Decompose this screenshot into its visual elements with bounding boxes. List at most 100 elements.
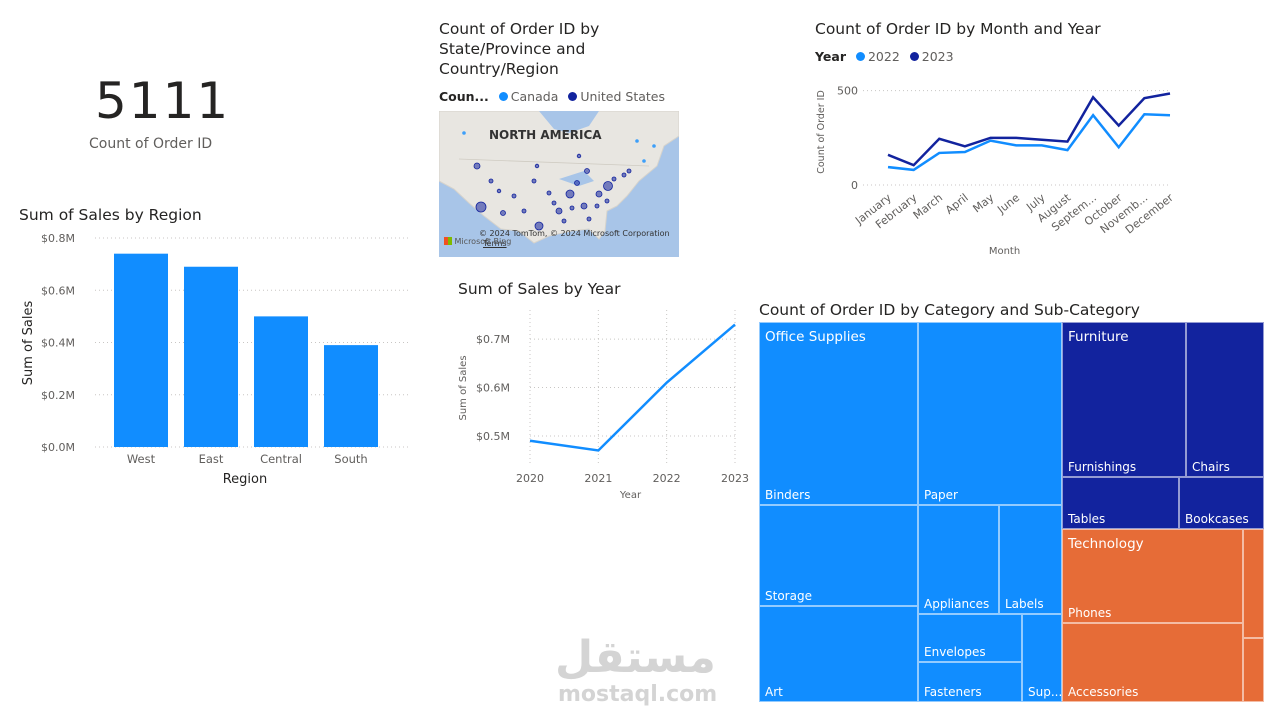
legend-item-united-states[interactable]: United States bbox=[580, 89, 666, 104]
map-bubble bbox=[603, 181, 613, 191]
region-bar-chart[interactable]: $0.0M $0.2M $0.4M $0.6M $0.8M West East Central… bbox=[15, 225, 415, 490]
year-xtick-label: 2020 bbox=[516, 472, 544, 485]
month-yaxis-title: Count of Order ID bbox=[816, 90, 827, 174]
map-canvas[interactable]: NORTH AMERICA © 2024 TomTom, © 2024 Micr… bbox=[439, 111, 679, 257]
tile-fasteners[interactable]: Fasteners bbox=[918, 662, 1022, 702]
region-ytick-label: $0.4M bbox=[41, 337, 75, 350]
tile-label-envelopes: Envelopes bbox=[924, 645, 986, 659]
region-xaxis-title: Region bbox=[223, 472, 268, 487]
month-legend-label: Year bbox=[815, 49, 846, 64]
treemap[interactable]: Office Supplies Binders Paper Storage Ar… bbox=[759, 322, 1264, 702]
tile-envelopes[interactable]: Envelopes bbox=[918, 614, 1022, 662]
tile-chairs[interactable]: Chairs bbox=[1186, 322, 1264, 477]
tile-label-chairs: Chairs bbox=[1192, 460, 1230, 474]
region-ytick-label: $0.6M bbox=[41, 284, 75, 297]
map-attribution-text: © 2024 TomTom, © 2024 Microsoft Corporat… bbox=[479, 229, 670, 238]
legend-item-2022[interactable]: 2022 bbox=[867, 49, 900, 64]
year-xtick-label: 2023 bbox=[721, 472, 749, 485]
tile-label-supplies: Sup... bbox=[1028, 685, 1063, 699]
map-title-line: Count of Order ID by bbox=[439, 20, 600, 38]
windows-logo-icon bbox=[444, 237, 452, 245]
map-bubble bbox=[580, 202, 588, 210]
month-ytick-label: 500 bbox=[837, 85, 858, 98]
map-title-line: State/Province and bbox=[439, 40, 586, 58]
year-chart-title: Sum of Sales by Year bbox=[458, 280, 621, 298]
tile-art[interactable]: Art bbox=[759, 606, 918, 702]
region-bar bbox=[184, 266, 238, 447]
region-bar bbox=[254, 316, 308, 447]
legend-item-2023[interactable]: 2023 bbox=[921, 49, 954, 64]
tile-label-phones: Phones bbox=[1068, 606, 1112, 620]
tile-paper[interactable]: Paper bbox=[918, 322, 1062, 505]
map-bubble bbox=[475, 201, 487, 213]
region-xtick-label: East bbox=[199, 452, 224, 466]
map-bing-logo: Microsoft Bing bbox=[444, 237, 511, 246]
region-chart-title: Sum of Sales by Region bbox=[19, 206, 202, 224]
tile-label-fasteners: Fasteners bbox=[924, 685, 982, 699]
border-line bbox=[458, 158, 650, 167]
map-bubble bbox=[594, 203, 600, 209]
tile-furnishings[interactable]: Furniture Furnishings bbox=[1062, 322, 1186, 477]
kpi-label: Count of Order ID bbox=[89, 136, 213, 152]
region-ytick-label: $0.8M bbox=[41, 232, 75, 245]
tile-label-furnishings: Furnishings bbox=[1068, 460, 1137, 474]
map-region-label: NORTH AMERICA bbox=[489, 128, 602, 142]
tile-labels[interactable]: Labels bbox=[999, 505, 1062, 614]
canada-bubbles bbox=[462, 131, 656, 163]
tile-tech-other-1[interactable] bbox=[1243, 529, 1264, 638]
year-xtick-label: 2022 bbox=[653, 472, 681, 485]
map-bubble bbox=[546, 190, 552, 196]
map-bubble bbox=[500, 210, 506, 216]
tile-accessories[interactable]: Accessories bbox=[1062, 623, 1243, 702]
map-bubble bbox=[551, 200, 557, 206]
region-yaxis-title: Sum of Sales bbox=[21, 301, 36, 386]
map-bubbles bbox=[473, 153, 632, 231]
legend-dot-united-states bbox=[568, 92, 578, 101]
tile-binders[interactable]: Office Supplies Binders bbox=[759, 322, 918, 505]
legend-item-canada[interactable]: Canada bbox=[510, 89, 559, 104]
map-legend-label: Coun... bbox=[439, 89, 489, 104]
map-bubble bbox=[496, 188, 502, 194]
map-bubble-canada bbox=[652, 144, 656, 148]
year-xtick-label: 2021 bbox=[584, 472, 612, 485]
legend-dot-2023 bbox=[909, 52, 919, 61]
map-bubble-canada bbox=[642, 159, 646, 163]
year-series-line bbox=[529, 323, 736, 452]
region-xtick-label: Central bbox=[260, 452, 302, 466]
year-ytick-label: $0.7M bbox=[476, 333, 510, 346]
tile-tables[interactable]: Tables bbox=[1062, 477, 1179, 529]
tile-storage[interactable]: Storage bbox=[759, 505, 918, 606]
map-bubble bbox=[531, 178, 537, 184]
map-title-line: Country/Region bbox=[439, 60, 559, 78]
tile-tech-other-2[interactable] bbox=[1243, 638, 1264, 702]
map-bubble bbox=[534, 221, 544, 231]
watermark-arabic: مستقل bbox=[555, 632, 716, 683]
group-label-office-supplies: Office Supplies bbox=[765, 329, 866, 345]
map-bubble bbox=[574, 180, 580, 186]
map-svg bbox=[439, 111, 679, 244]
map-bubble bbox=[584, 168, 590, 174]
month-xtick-label: March bbox=[911, 191, 945, 222]
month-xtick-label: April bbox=[943, 191, 971, 217]
tile-label-tables: Tables bbox=[1068, 512, 1106, 526]
year-line-chart[interactable]: $0.5M $0.6M $0.7M 2020 2021 2022 2023 Year Sum o… bbox=[450, 300, 755, 505]
tile-supplies[interactable]: Sup... bbox=[1022, 614, 1062, 702]
month-series-line-2022 bbox=[887, 112, 1171, 172]
map-terms-link[interactable]: Terms bbox=[483, 239, 507, 248]
map-bubble bbox=[621, 172, 627, 178]
tile-appliances[interactable]: Appliances bbox=[918, 505, 999, 614]
map-title: Count of Order ID by State/Province and … bbox=[439, 19, 679, 79]
month-chart-title: Count of Order ID by Month and Year bbox=[815, 20, 1101, 38]
month-xaxis-title: Month bbox=[989, 246, 1020, 257]
map-bubble bbox=[511, 193, 517, 199]
tile-label-accessories: Accessories bbox=[1068, 685, 1139, 699]
year-ytick-label: $0.5M bbox=[476, 430, 510, 443]
month-chart-legend: Year 2022 2023 bbox=[815, 49, 954, 64]
map-bubble-canada bbox=[462, 131, 466, 135]
map-bubble bbox=[611, 176, 617, 182]
map-attribution: © 2024 TomTom, © 2024 Microsoft Corporat… bbox=[479, 229, 679, 249]
tile-phones[interactable]: Technology Phones bbox=[1062, 529, 1243, 623]
tile-bookcases[interactable]: Bookcases bbox=[1179, 477, 1264, 529]
region-bar bbox=[114, 253, 168, 447]
